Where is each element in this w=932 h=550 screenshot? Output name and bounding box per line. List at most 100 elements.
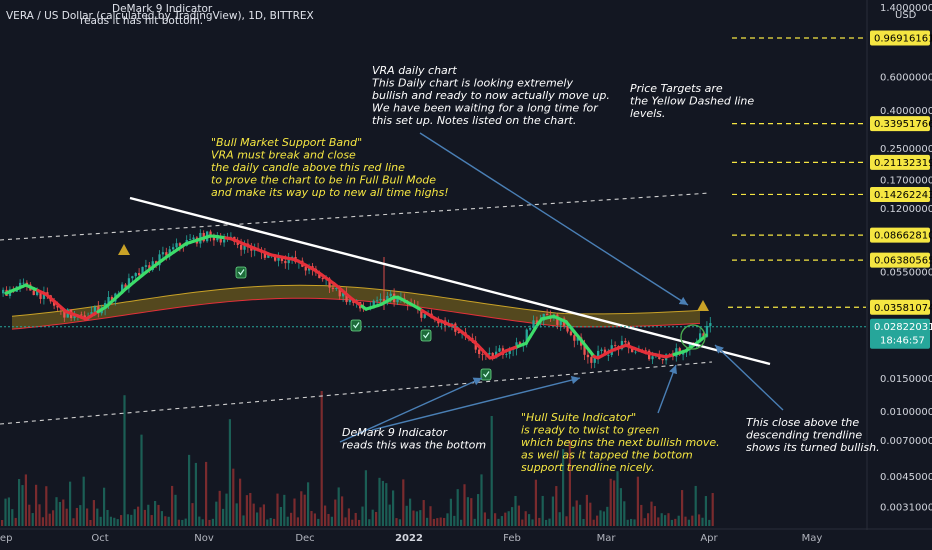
volume-bar [181, 519, 184, 526]
volume-bar [296, 517, 299, 526]
price-tick: 0.0045000 [880, 472, 932, 483]
volume-bar [579, 504, 582, 526]
volume-bar [684, 516, 687, 526]
price-target-label: 0.96916161 [874, 34, 932, 45]
time-tick: Feb [503, 533, 521, 544]
volume-bar [18, 479, 21, 526]
candle-body [525, 329, 528, 345]
candle-body [107, 297, 110, 304]
last-price-label: 0.02822031 [874, 322, 932, 333]
candle-body [168, 249, 171, 256]
candle-body [661, 359, 664, 361]
volume-bar [636, 476, 639, 526]
candle-body [93, 306, 97, 313]
price-target-tag [870, 154, 930, 170]
volume-bar [249, 492, 252, 526]
volume-bar [585, 494, 588, 526]
candle-body [607, 354, 610, 356]
price-axis[interactable]: 1.4000000 0.6000000 0.4000000 0.2500000 0.17… [866, 0, 932, 530]
volume-bar [548, 518, 551, 526]
time-tick: 2022 [395, 533, 423, 544]
volume-bar [415, 511, 418, 526]
volume-bar [313, 513, 316, 526]
volume-bar [613, 480, 616, 526]
price-target-label: 0.03581074 [874, 303, 932, 314]
candle-body [22, 282, 25, 284]
header-overlay-line1: DeMark 9 Indicator [112, 3, 213, 15]
volume-bar [35, 484, 38, 526]
candle-body [491, 352, 494, 359]
volume-bar [143, 509, 146, 526]
candle-body [535, 320, 539, 324]
volume-bar [266, 519, 269, 526]
candle-body [508, 349, 511, 354]
volume-bar [647, 513, 650, 526]
annotation-arrows [339, 132, 784, 443]
volume-bar [443, 517, 446, 526]
volume-bar [194, 462, 197, 526]
candle-body [532, 320, 535, 329]
volume-bar [626, 519, 629, 526]
price-target-label: 0.08662810 [874, 231, 932, 242]
volume-bar [378, 477, 381, 526]
candle-body [624, 340, 627, 343]
volume-bar [191, 503, 194, 526]
candle-body [348, 300, 352, 303]
candle-body [158, 254, 161, 266]
price-target-label: 0.14262243 [874, 190, 932, 201]
volume-bar [511, 507, 514, 526]
volume-bar [674, 518, 677, 526]
volume-bar [286, 516, 289, 526]
candle-body [372, 300, 375, 307]
volume-bar [704, 496, 707, 526]
volume-bar [273, 518, 276, 526]
volume-bar [171, 485, 174, 526]
volume-bar [592, 519, 595, 526]
volume-bar [327, 514, 330, 526]
annotation-close-above: This close above the descending trendline… [746, 416, 880, 454]
candle-body [53, 301, 56, 306]
candle-body [236, 241, 239, 245]
volume-bar [198, 516, 201, 526]
volume-bar [205, 461, 208, 526]
volume-bar [432, 518, 435, 526]
volume-bar [572, 506, 575, 526]
candle-body [559, 318, 562, 325]
volume-bar [681, 490, 684, 526]
price-target-label: 0.21132319 [874, 158, 932, 169]
time-tick: Apr [700, 533, 718, 544]
volume-bar [157, 504, 160, 526]
candle-body [546, 313, 549, 316]
candle-body [124, 284, 127, 289]
candle-body [304, 266, 307, 271]
candle-body [267, 255, 270, 258]
price-target-tag [870, 252, 930, 268]
volume-bar [538, 517, 541, 526]
time-tick: Sep [0, 533, 12, 544]
candle-body [338, 287, 341, 297]
volume-bar [422, 500, 425, 526]
volume-bar [1, 519, 4, 526]
volume-bar [392, 490, 395, 526]
annotation-arrow [371, 375, 581, 431]
annotation-arrow [419, 132, 689, 306]
annotation-arrow [339, 377, 483, 443]
candle-body [63, 309, 66, 318]
candle-body [576, 337, 579, 341]
annotation-vra-daily: VRA daily chart This Daily chart is looki… [372, 64, 610, 127]
volume-bar [494, 513, 497, 526]
candle-body [583, 345, 586, 355]
candle-body [376, 300, 379, 302]
candle-body [172, 247, 175, 250]
time-axis[interactable]: Sep Oct Nov Dec 2022 Feb Mar Apr May [0, 528, 932, 544]
candle-body [556, 314, 559, 325]
volume-bar [96, 508, 99, 526]
candle-body [250, 247, 253, 251]
volume-bar [507, 511, 510, 526]
candle-body [277, 256, 280, 261]
candle-body [457, 331, 460, 334]
volume-bar [534, 479, 537, 526]
time-tick: Nov [194, 533, 214, 544]
volume-bar [514, 495, 517, 526]
